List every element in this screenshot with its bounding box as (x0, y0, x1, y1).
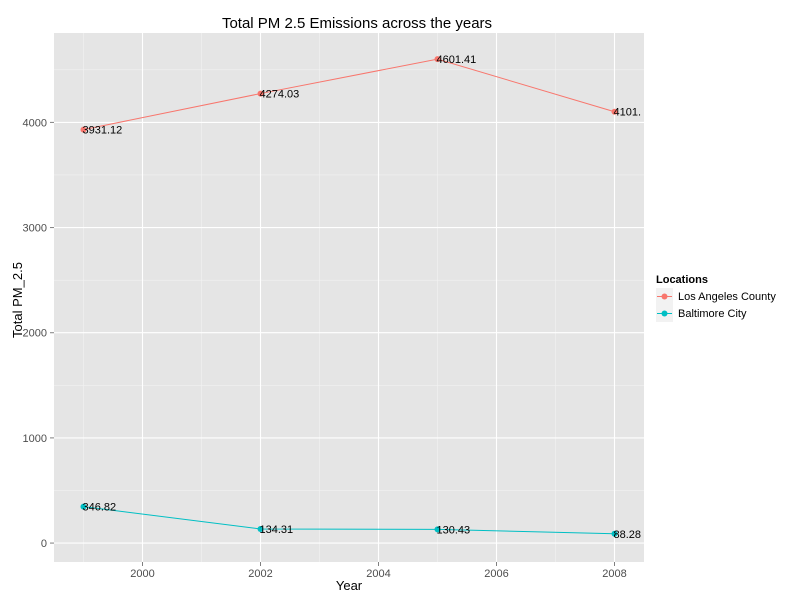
y-tick-label: 0 (41, 538, 47, 550)
chart-title: Total PM 2.5 Emissions across the years (222, 15, 492, 32)
series-line (83, 58, 615, 131)
data-point (611, 108, 618, 115)
x-axis-title: Year (336, 578, 363, 593)
grid (54, 33, 644, 562)
y-tick-label: 1000 (23, 433, 47, 445)
legend-label: Baltimore City (678, 308, 747, 320)
data-point (257, 525, 264, 532)
data-point (80, 503, 87, 510)
data-point (80, 126, 87, 133)
x-tick-label: 2006 (484, 568, 508, 580)
legend-key-point (661, 310, 668, 317)
data-label: 4101. (614, 107, 642, 119)
legend-label: Los Angeles County (678, 291, 776, 303)
y-tick-label: 3000 (23, 223, 47, 235)
x-tick-label: 2000 (130, 568, 154, 580)
x-tick-label: 2004 (366, 568, 390, 580)
y-axis-title: Total PM_2.5 (10, 262, 25, 338)
data-point (434, 56, 441, 63)
legend: Locations Los Angeles County Baltimore Ci… (656, 274, 776, 322)
data-point (434, 526, 441, 533)
plot-panel (54, 33, 644, 562)
x-tick-label: 2002 (248, 568, 272, 580)
data-label: 3931.12 (83, 125, 123, 137)
series-line (83, 506, 615, 535)
legend-title: Locations (656, 274, 708, 286)
data-label: 4274.03 (260, 89, 300, 101)
y-tick-label: 2000 (23, 328, 47, 340)
data-label: 346.82 (83, 502, 117, 514)
data-point (611, 530, 618, 537)
y-tick-label: 4000 (23, 117, 47, 129)
data-label: 88.28 (614, 529, 642, 541)
data-label: 134.31 (260, 524, 294, 536)
axes: 0 1000 2000 3000 4000 2000 2002 2004 2006 2008 (23, 117, 627, 580)
x-tick-label: 2008 (602, 568, 626, 580)
data-label: 130.43 (437, 524, 471, 536)
data-label: 4601.41 (437, 54, 477, 66)
series-lines: 3931.12 4274.03 4601.41 4101. 346.82 134.31 13… (80, 54, 642, 541)
legend-key-point (661, 293, 668, 300)
data-point (257, 90, 264, 97)
